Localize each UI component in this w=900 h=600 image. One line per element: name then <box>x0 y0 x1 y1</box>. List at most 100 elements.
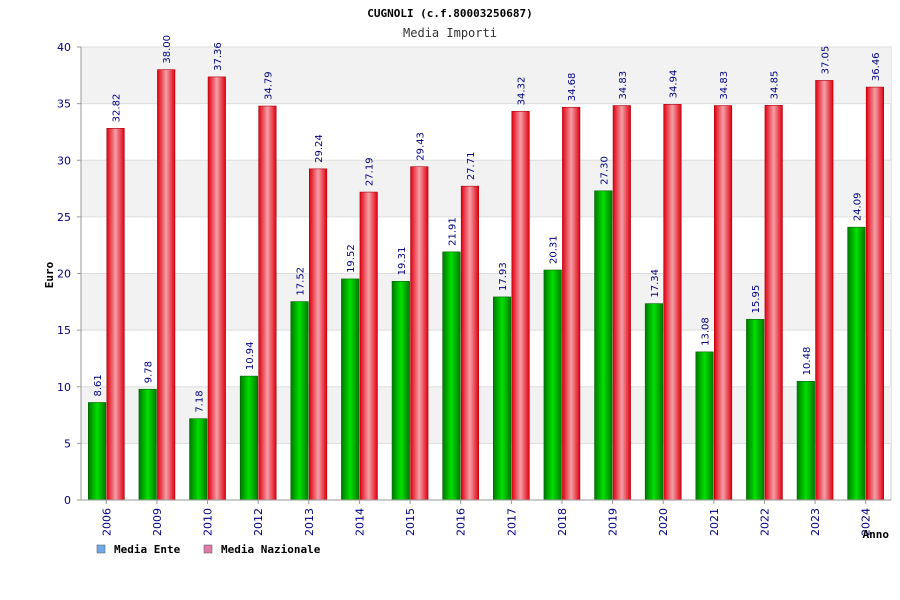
data-label: 34.79 <box>263 71 274 100</box>
bar-media-ente <box>138 388 157 501</box>
data-label: 13.08 <box>701 317 712 346</box>
y-tick-label: 5 <box>64 437 71 450</box>
y-axis: 0 5 10 15 20 25 30 35 40 <box>57 41 82 507</box>
data-label: 38.00 <box>162 35 173 64</box>
data-label: 37.36 <box>213 42 224 71</box>
data-label: 34.32 <box>517 77 528 106</box>
data-label: 21.91 <box>447 217 458 246</box>
y-tick-label: 20 <box>57 268 71 281</box>
legend-swatch-media-ente <box>96 544 106 554</box>
x-tick-label: 2018 <box>556 508 569 536</box>
data-label: 15.95 <box>751 285 762 314</box>
bar-media-nazionale <box>258 105 277 501</box>
bar-media-nazionale <box>612 105 631 501</box>
x-tick-label: 2009 <box>151 508 164 536</box>
x-tick-label: 2024 <box>860 508 873 536</box>
y-tick-label: 0 <box>64 494 71 507</box>
legend-swatch-media-nazionale <box>203 544 213 554</box>
data-label: 34.68 <box>567 73 578 102</box>
data-label: 34.94 <box>668 70 679 99</box>
x-tick-label: 2020 <box>657 508 670 536</box>
bar-media-nazionale <box>815 80 834 501</box>
data-label: 19.52 <box>346 244 357 273</box>
data-label: 29.43 <box>415 132 426 161</box>
bar-media-nazionale <box>106 128 125 501</box>
x-tick-label: 2022 <box>758 508 771 536</box>
bar-media-nazionale <box>511 111 530 501</box>
y-tick-label: 15 <box>57 324 71 337</box>
x-tick-label: 2023 <box>809 508 822 536</box>
y-tick-label: 30 <box>57 154 71 167</box>
x-axis: 2006 2009 2010 2012 2013 2014 2015 2016 2017 2018… <box>81 499 891 536</box>
bar-media-nazionale <box>460 185 479 501</box>
data-label: 27.19 <box>365 157 376 186</box>
bar-media-ente <box>493 296 512 501</box>
x-tick-label: 2006 <box>100 508 113 536</box>
data-label: 17.34 <box>650 269 661 298</box>
y-tick-label: 10 <box>57 381 71 394</box>
bars: 8.61 32.82 9.78 38.00 7.18 37.36 10.94 34.79 17.… <box>88 35 884 501</box>
data-label: 7.18 <box>194 390 205 412</box>
legend-label-media-nazionale: Media Nazionale <box>221 543 321 556</box>
y-tick-label: 25 <box>57 211 71 224</box>
bar-media-ente <box>290 301 309 501</box>
data-label: 20.31 <box>549 235 560 264</box>
bar-media-ente <box>594 190 613 501</box>
data-label: 29.24 <box>314 134 325 163</box>
bar-media-nazionale <box>865 86 884 501</box>
x-tick-label: 2012 <box>252 508 265 536</box>
bar-media-nazionale <box>157 69 176 501</box>
data-label: 17.93 <box>498 262 509 291</box>
data-label: 17.52 <box>296 267 307 296</box>
bar-media-ente <box>341 278 360 501</box>
bar-media-ente <box>391 281 410 501</box>
bar-media-ente <box>239 375 258 501</box>
data-label: 8.61 <box>93 374 104 396</box>
data-label: 10.48 <box>802 347 813 376</box>
data-label: 24.09 <box>852 193 863 222</box>
data-label: 34.83 <box>618 71 629 100</box>
data-label: 34.85 <box>770 71 781 100</box>
x-tick-label: 2019 <box>607 508 620 536</box>
x-tick-label: 2017 <box>505 508 518 536</box>
bar-media-nazionale <box>359 191 378 501</box>
data-label: 10.94 <box>245 341 256 370</box>
x-axis-label: Anno <box>863 528 890 541</box>
bar-media-nazionale <box>562 106 581 501</box>
bar-media-ente <box>847 226 866 501</box>
data-label: 27.30 <box>599 156 610 185</box>
bar-media-nazionale <box>714 105 733 501</box>
x-tick-label: 2010 <box>202 508 215 536</box>
bar-media-ente <box>746 319 765 501</box>
bar-media-ente <box>695 351 714 501</box>
data-label: 34.83 <box>719 71 730 100</box>
bar-media-ente <box>644 303 663 501</box>
bar-media-nazionale <box>663 104 682 501</box>
x-tick-label: 2015 <box>404 508 417 536</box>
data-label: 37.05 <box>820 46 831 75</box>
x-tick-label: 2021 <box>708 508 721 536</box>
y-axis-label: Euro <box>43 261 56 288</box>
x-tick-label: 2016 <box>455 508 468 536</box>
data-label: 32.82 <box>112 94 123 123</box>
bar-media-nazionale <box>764 105 783 501</box>
data-label: 27.71 <box>466 152 477 181</box>
x-tick-label: 2013 <box>303 508 316 536</box>
bar-media-ente <box>88 402 107 501</box>
bar-media-nazionale <box>309 168 328 501</box>
legend: Media Ente Media Nazionale <box>96 543 321 556</box>
x-tick-label: 2014 <box>353 508 366 536</box>
data-label: 9.78 <box>144 361 155 383</box>
bar-media-ente <box>543 269 562 501</box>
bar-media-ente <box>796 381 815 501</box>
data-label: 19.31 <box>397 247 408 276</box>
legend-label-media-ente: Media Ente <box>114 543 181 556</box>
bar-media-ente <box>442 251 461 501</box>
bar-media-nazionale <box>410 166 429 501</box>
bar-media-nazionale <box>207 76 226 501</box>
data-label: 36.46 <box>871 52 882 81</box>
y-tick-label: 35 <box>57 98 71 111</box>
y-tick-label: 40 <box>57 41 71 54</box>
chart-subtitle: Media Importi <box>403 26 497 40</box>
